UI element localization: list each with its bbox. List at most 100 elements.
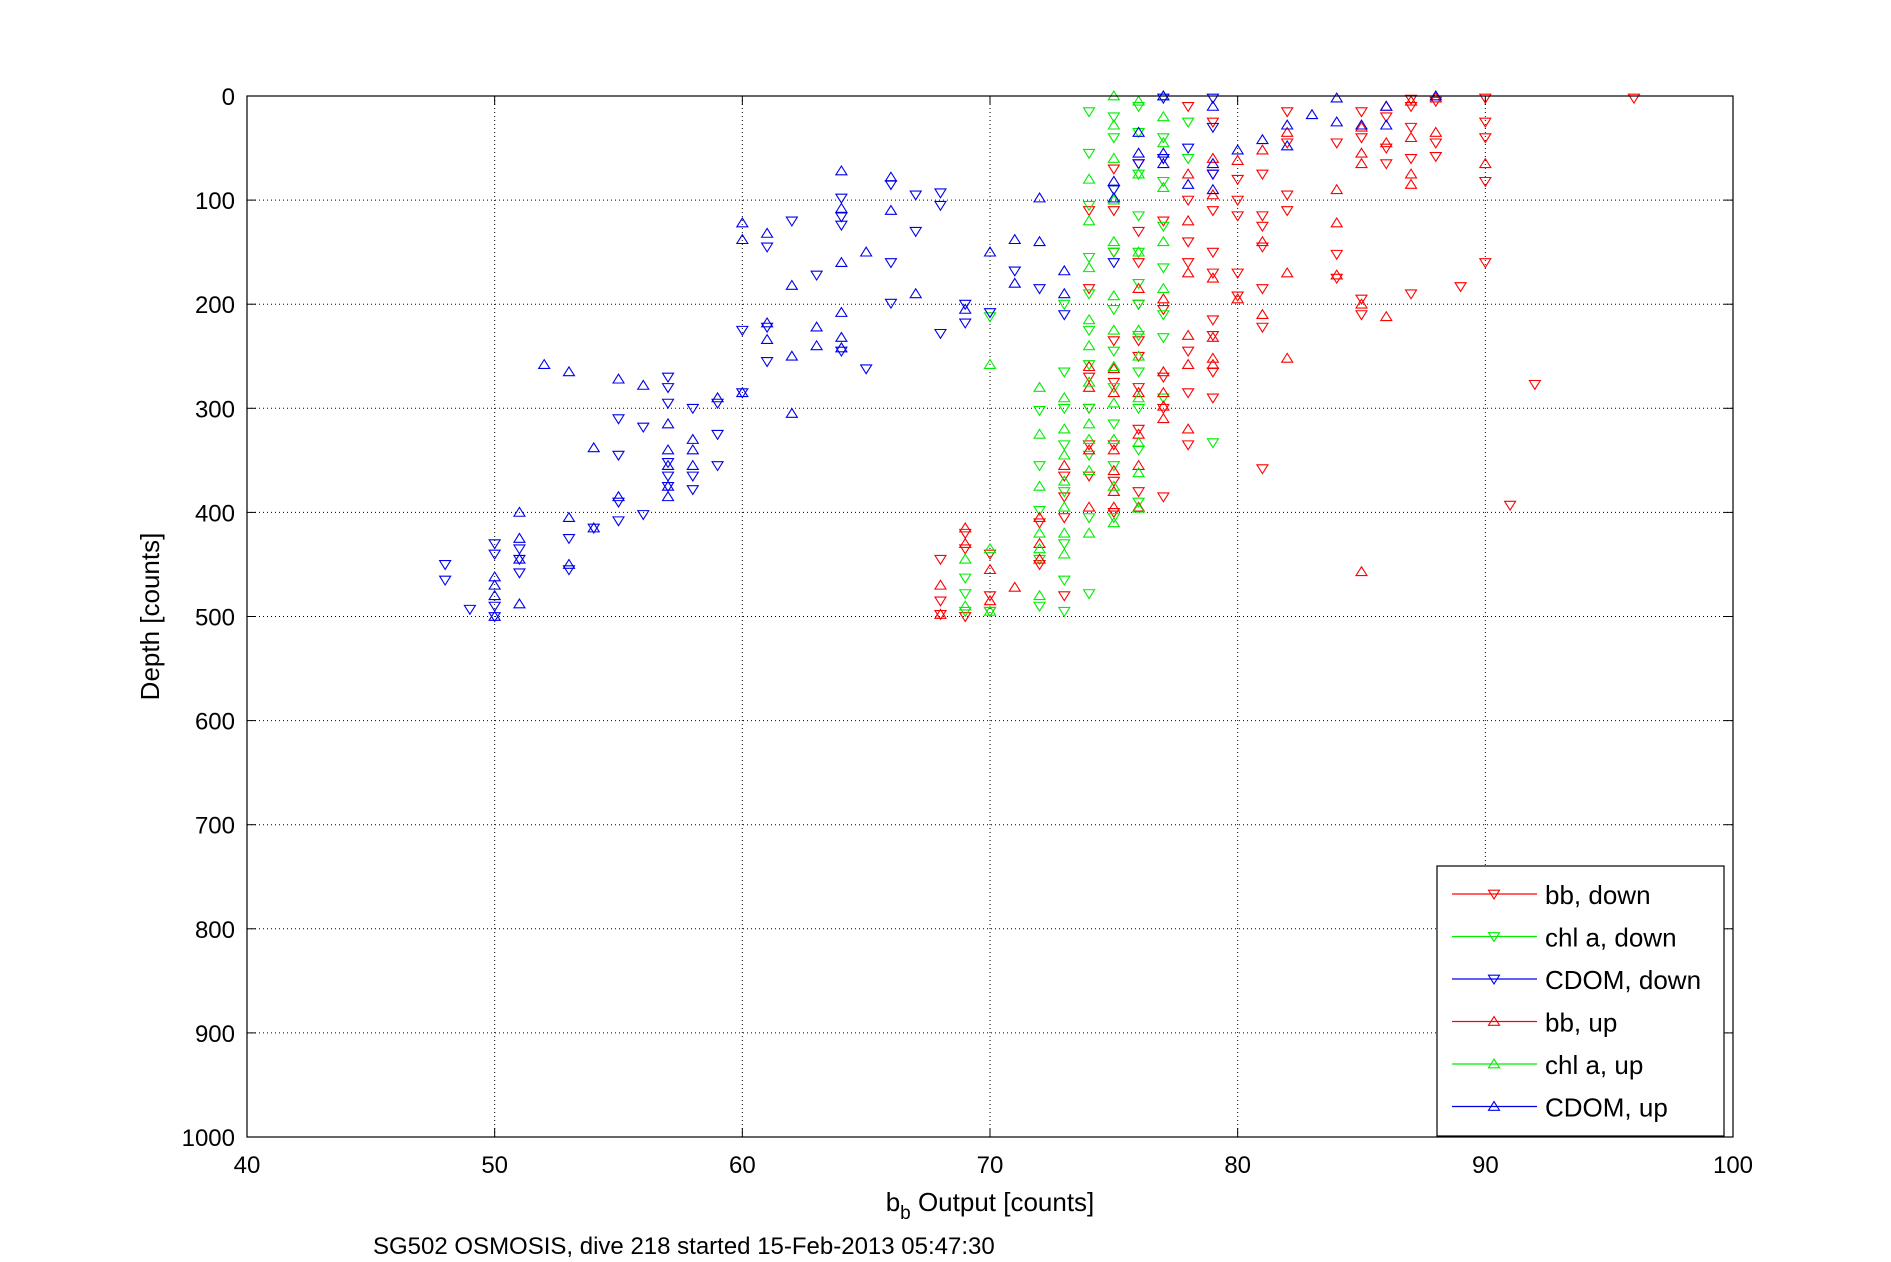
data-point [1082, 376, 1096, 387]
data-point [834, 193, 848, 205]
data-point [1132, 501, 1146, 512]
data-point [1156, 282, 1170, 293]
data-point [1280, 190, 1294, 201]
series-2 [438, 93, 1220, 623]
data-point [1379, 310, 1393, 322]
data-point [1478, 176, 1492, 188]
data-point [1082, 513, 1096, 524]
data-point [1082, 471, 1096, 482]
data-point [735, 386, 749, 398]
data-point [1255, 211, 1269, 222]
y-tick-label: 800 [195, 917, 235, 944]
data-point [1132, 211, 1146, 222]
data-point [1156, 221, 1170, 233]
data-point [1404, 95, 1418, 106]
data-point [1280, 107, 1294, 118]
series-4 [958, 90, 1170, 616]
data-point [834, 306, 848, 317]
data-point [1082, 261, 1096, 273]
data-point [512, 554, 526, 566]
data-point [958, 606, 972, 618]
data-point [1255, 464, 1269, 475]
data-point [1107, 247, 1121, 259]
data-point [1429, 138, 1443, 149]
data-point [1478, 157, 1492, 169]
data-point [1107, 175, 1121, 186]
data-point [1181, 258, 1195, 269]
data-point [1057, 403, 1071, 415]
data-point [1255, 133, 1269, 145]
data-point [1355, 107, 1368, 118]
data-point [1181, 388, 1195, 399]
data-point [1132, 278, 1146, 290]
data-point [1057, 492, 1071, 503]
data-point [760, 227, 774, 238]
legend-box [1436, 865, 1725, 1137]
data-point [1330, 92, 1344, 103]
data-point [1132, 445, 1146, 456]
data-point [1132, 246, 1146, 257]
data-point [1057, 606, 1071, 618]
data-point [1082, 403, 1096, 415]
data-point [661, 383, 675, 394]
data-point [686, 459, 700, 470]
data-point [983, 549, 997, 561]
data-point [1132, 459, 1146, 470]
data-point [1156, 93, 1170, 105]
data-point [1107, 305, 1121, 316]
data-point [810, 321, 824, 332]
data-point [1206, 367, 1220, 378]
data-point [438, 560, 452, 571]
data-point [1280, 138, 1294, 149]
data-point [834, 212, 848, 223]
data-point [636, 379, 650, 390]
data-point [1107, 386, 1121, 398]
data-point [933, 596, 947, 607]
data-point [1255, 242, 1269, 253]
data-point [810, 339, 824, 351]
data-point [1255, 235, 1269, 247]
data-point [884, 180, 898, 191]
data-point [933, 608, 947, 619]
data-point [587, 441, 601, 453]
data-point [1132, 95, 1146, 106]
data-point [958, 528, 972, 540]
legend: bb, down chl a, down CDOM, down bb, up chl a… [1436, 865, 1725, 1137]
legend-marker [1487, 1100, 1501, 1111]
data-point [1181, 214, 1195, 226]
data-point [1478, 258, 1492, 269]
data-point [1082, 360, 1096, 372]
data-point [958, 522, 972, 533]
data-point [1057, 475, 1071, 486]
data-point [512, 598, 526, 609]
data-point [1132, 226, 1146, 238]
data-point [488, 601, 502, 613]
data-point [1107, 112, 1121, 123]
data-point [1107, 383, 1121, 394]
data-point [1305, 108, 1319, 120]
data-point [1057, 527, 1071, 538]
data-point [1132, 169, 1146, 181]
data-point [1206, 122, 1220, 134]
data-point [1107, 433, 1121, 444]
data-point [1478, 93, 1492, 105]
data-point [1033, 537, 1047, 549]
tick-labels: 40 50 60 70 80 90 1000100200300400500600700800… [182, 84, 1753, 1179]
data-point [909, 287, 923, 299]
data-point [834, 256, 848, 267]
data-point [1231, 211, 1245, 222]
data-point [1528, 379, 1542, 391]
data-point [562, 534, 576, 545]
data-points [438, 90, 1641, 623]
x-tick-label: 70 [977, 1152, 1004, 1179]
data-point [1057, 539, 1071, 550]
data-point [1033, 235, 1047, 247]
data-point [1057, 440, 1071, 451]
data-point [1330, 269, 1344, 280]
data-point [1181, 423, 1195, 434]
data-point [834, 220, 848, 232]
data-point [1429, 151, 1443, 163]
data-point [760, 242, 774, 253]
data-point [785, 216, 799, 227]
data-point [1206, 100, 1220, 111]
